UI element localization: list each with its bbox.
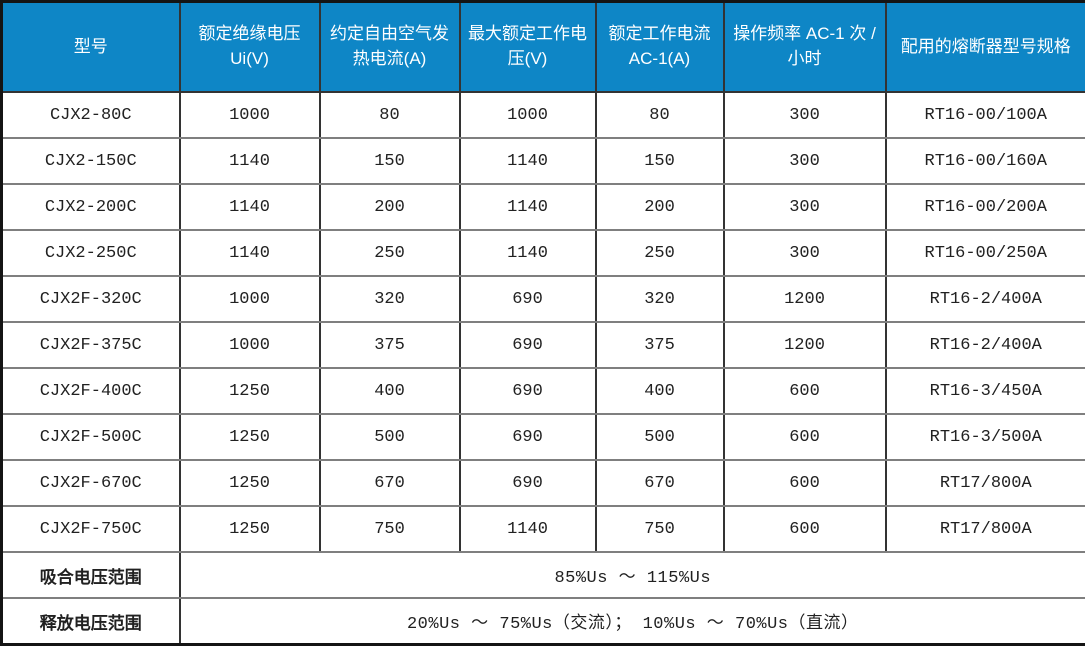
table-cell: 750 [596,506,724,552]
table-cell: RT16-2/400A [886,322,1085,368]
table-cell: 690 [460,276,596,322]
table-cell: 670 [596,460,724,506]
table-cell: 1140 [460,138,596,184]
table-cell: 1200 [724,276,886,322]
table-cell: 320 [320,276,460,322]
column-header-insulation-voltage: 额定绝缘电压 Ui(V) [180,2,320,93]
model-cell: CJX2F-375C [2,322,180,368]
table-cell: 1140 [180,138,320,184]
table-cell: 1200 [724,322,886,368]
row-label-pickup-voltage: 吸合电压范围 [2,552,180,598]
column-header-thermal-current: 约定自由空气发热电流(A) [320,2,460,93]
table-cell: 300 [724,92,886,138]
table-cell: 250 [320,230,460,276]
merged-value-pickup-voltage: 85%Us ～ 115%Us [180,552,1085,598]
table-cell: 690 [460,322,596,368]
table-row: CJX2-80C 1000 80 1000 80 300 RT16-00/100… [2,92,1085,138]
table-cell: 300 [724,184,886,230]
table-cell: 200 [320,184,460,230]
table-row: CJX2-250C 1140 250 1140 250 300 RT16-00/… [2,230,1085,276]
table-row: CJX2F-375C 1000 375 690 375 1200 RT16-2/… [2,322,1085,368]
table-cell: 80 [596,92,724,138]
table-cell: 1000 [180,322,320,368]
table-row: CJX2F-750C 1250 750 1140 750 600 RT17/80… [2,506,1085,552]
table-cell: 300 [724,138,886,184]
model-cell: CJX2-200C [2,184,180,230]
merged-value-release-voltage: 20%Us ～ 75%Us（交流）； 10%Us ～ 70%Us（直流） [180,598,1085,645]
table-cell: 500 [596,414,724,460]
table-cell: 1250 [180,414,320,460]
table-cell: RT16-00/250A [886,230,1085,276]
table-cell: 200 [596,184,724,230]
column-header-working-current: 额定工作电流 AC-1(A) [596,2,724,93]
table-cell: 150 [596,138,724,184]
table-cell: 1250 [180,368,320,414]
model-cell: CJX2F-670C [2,460,180,506]
model-cell: CJX2-250C [2,230,180,276]
page: 型号 额定绝缘电压 Ui(V) 约定自由空气发热电流(A) 最大额定工作电压(V… [0,0,1085,612]
table-row: CJX2F-400C 1250 400 690 400 600 RT16-3/4… [2,368,1085,414]
table-cell: RT17/800A [886,460,1085,506]
table-row: CJX2F-670C 1250 670 690 670 600 RT17/800… [2,460,1085,506]
table-cell: 400 [320,368,460,414]
table-cell: 750 [320,506,460,552]
table-cell: 1140 [180,230,320,276]
table-cell: 500 [320,414,460,460]
table-cell: RT16-00/160A [886,138,1085,184]
table-cell: 1000 [460,92,596,138]
table-row: CJX2F-500C 1250 500 690 500 600 RT16-3/5… [2,414,1085,460]
table-cell: 1000 [180,276,320,322]
table-cell: RT16-3/500A [886,414,1085,460]
table-cell: 400 [596,368,724,414]
header-row: 型号 额定绝缘电压 Ui(V) 约定自由空气发热电流(A) 最大额定工作电压(V… [2,2,1085,93]
table-cell: RT17/800A [886,506,1085,552]
table-cell: 670 [320,460,460,506]
model-cell: CJX2F-500C [2,414,180,460]
table-cell: 600 [724,460,886,506]
table-cell: 1140 [180,184,320,230]
footer-row-release-voltage: 释放电压范围 20%Us ～ 75%Us（交流）； 10%Us ～ 70%Us（… [2,598,1085,645]
table-cell: 320 [596,276,724,322]
footer-row-pickup-voltage: 吸合电压范围 85%Us ～ 115%Us [2,552,1085,598]
model-cell: CJX2F-400C [2,368,180,414]
table-cell: RT16-2/400A [886,276,1085,322]
table-cell: 1250 [180,460,320,506]
column-header-max-working-voltage: 最大额定工作电压(V) [460,2,596,93]
model-cell: CJX2-150C [2,138,180,184]
column-header-operation-frequency: 操作频率 AC-1 次 / 小时 [724,2,886,93]
table-cell: RT16-00/200A [886,184,1085,230]
table-cell: 600 [724,506,886,552]
model-cell: CJX2-80C [2,92,180,138]
table-cell: 690 [460,460,596,506]
table-cell: 1000 [180,92,320,138]
table-cell: 80 [320,92,460,138]
table-row: CJX2-200C 1140 200 1140 200 300 RT16-00/… [2,184,1085,230]
model-cell: CJX2F-750C [2,506,180,552]
table-cell: 1140 [460,184,596,230]
table-cell: 150 [320,138,460,184]
column-header-fuse-type: 配用的熔断器型号规格 [886,2,1085,93]
table-cell: 300 [724,230,886,276]
table-cell: RT16-3/450A [886,368,1085,414]
table-row: CJX2-150C 1140 150 1140 150 300 RT16-00/… [2,138,1085,184]
table-cell: 375 [320,322,460,368]
table-row: CJX2F-320C 1000 320 690 320 1200 RT16-2/… [2,276,1085,322]
table-cell: 1250 [180,506,320,552]
table-cell: 690 [460,368,596,414]
column-header-model: 型号 [2,2,180,93]
table-cell: 600 [724,414,886,460]
table-cell: 600 [724,368,886,414]
table-cell: RT16-00/100A [886,92,1085,138]
model-cell: CJX2F-320C [2,276,180,322]
row-label-release-voltage: 释放电压范围 [2,598,180,645]
table-cell: 690 [460,414,596,460]
table-cell: 1140 [460,506,596,552]
table-cell: 250 [596,230,724,276]
table-cell: 1140 [460,230,596,276]
table-cell: 375 [596,322,724,368]
